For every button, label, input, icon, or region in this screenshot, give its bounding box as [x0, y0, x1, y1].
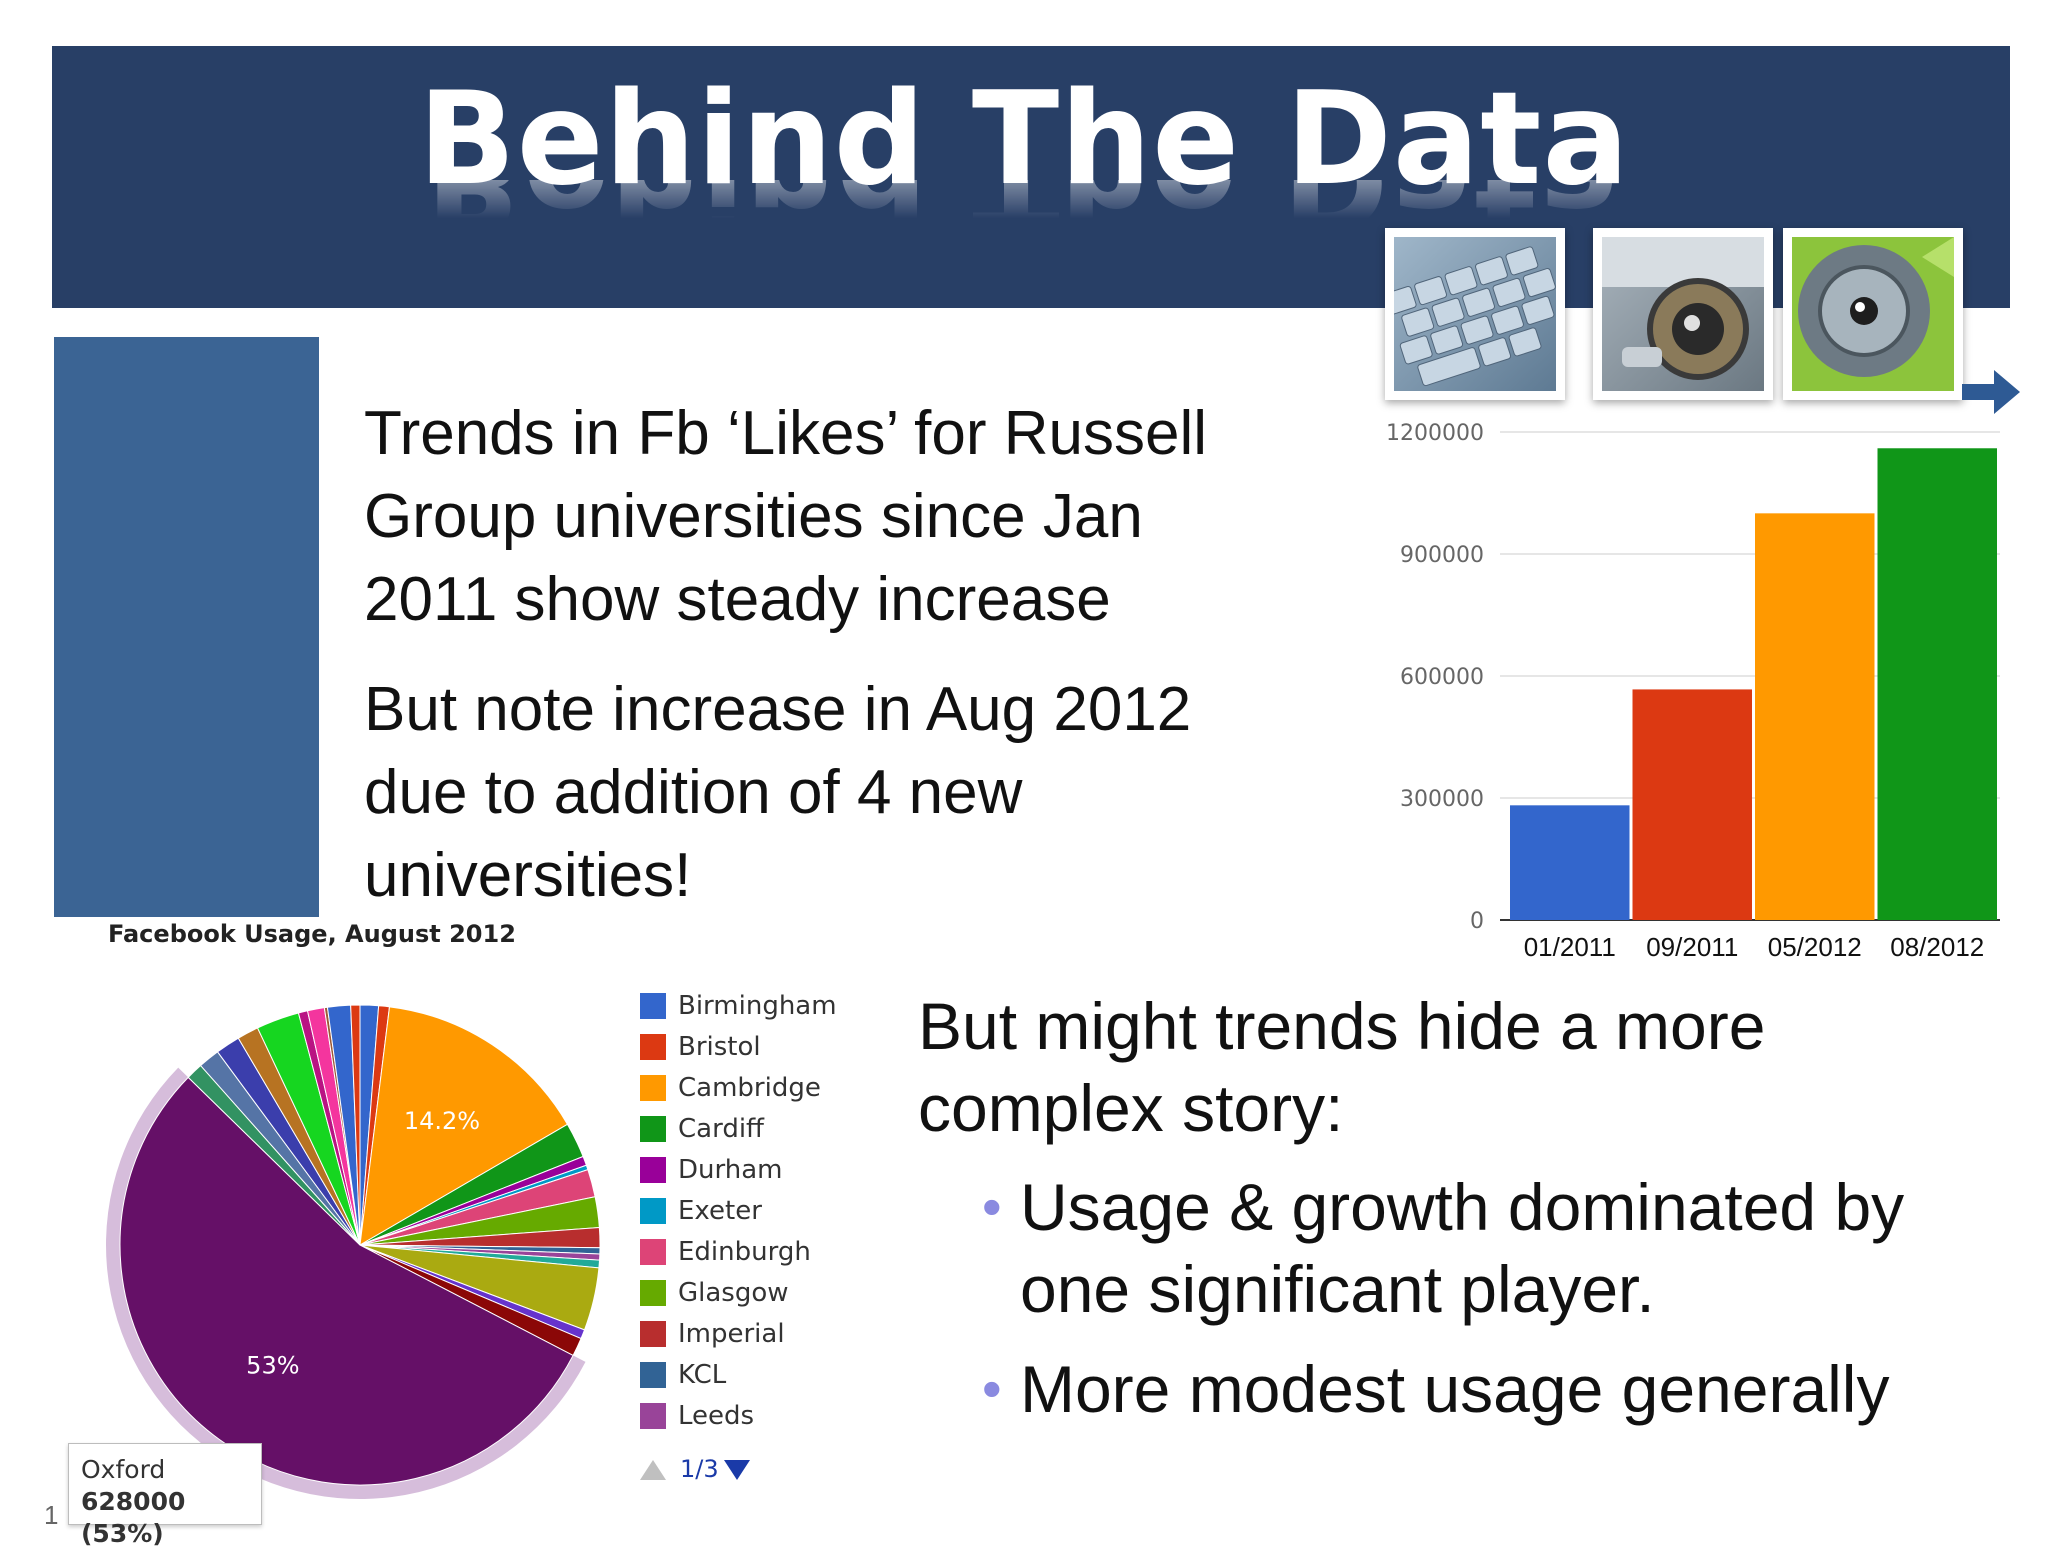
x-tick-label: 01/2011 [1524, 932, 1616, 962]
y-tick-label: 0 [1470, 909, 1484, 934]
legend-label: Imperial [678, 1319, 785, 1349]
legend-page-indicator: 1/3 [680, 1455, 719, 1483]
legend-swatch [640, 1116, 666, 1142]
tooltip-value: 628000 (53%) [81, 1487, 186, 1548]
bullet-dot-icon: • [982, 1357, 1002, 1420]
y-tick-label: 300000 [1400, 787, 1484, 812]
legend-swatch [640, 1403, 666, 1429]
legend-swatch [640, 1157, 666, 1183]
legend-label: Leeds [678, 1401, 755, 1431]
legend-swatch [640, 1362, 666, 1388]
legend-swatch [640, 1034, 666, 1060]
legend-label: Cambridge [678, 1073, 821, 1103]
y-tick-label: 600000 [1400, 665, 1484, 690]
side-accent-bar [54, 337, 319, 917]
disc-icon [1792, 237, 1954, 391]
bullet-dot-icon: • [982, 1175, 1002, 1238]
legend-label: Exeter [678, 1196, 762, 1226]
title-block: Behind The Data Behind The Data [0, 70, 2048, 255]
camera-photo [1593, 228, 1773, 400]
x-tick-label: 08/2012 [1890, 932, 1984, 962]
legend-prev-icon[interactable] [640, 1460, 666, 1480]
legend-swatch [640, 993, 666, 1019]
keyboard-icon [1394, 237, 1556, 391]
legend-label: Birmingham [678, 991, 837, 1021]
legend-label: KCL [678, 1360, 727, 1390]
oxford-tooltip: Oxford 628000 (53%) [68, 1443, 262, 1548]
legend-swatch [640, 1239, 666, 1265]
x-tick-label: 05/2012 [1768, 932, 1862, 962]
x-tick-label: 09/2011 [1646, 932, 1738, 962]
bullet-text: Usage & growth dominated by one signific… [1020, 1170, 1905, 1326]
pie-slice[interactable] [350, 1004, 361, 1246]
trend-paragraph: Trends in Fb ‘Likes’ for Russell Group u… [364, 399, 1208, 634]
slice-percent-label: 53% [246, 1352, 299, 1380]
pie-slice[interactable] [119, 1076, 574, 1486]
legend-label: Durham [678, 1155, 783, 1185]
y-tick-label: 1200000 [1386, 421, 1484, 446]
story-heading: But might trends hide a more complex sto… [918, 989, 1766, 1145]
arrow-right-icon [1962, 370, 2020, 414]
y-tick-label: 900000 [1400, 543, 1484, 568]
pie-chart-title: Facebook Usage, August 2012 [108, 920, 516, 948]
legend-label: Glasgow [678, 1278, 789, 1308]
tooltip-label: Oxford [81, 1455, 166, 1484]
bar [1632, 689, 1752, 920]
bullet-text: More modest usage generally [1020, 1352, 1890, 1426]
legend-label: Bristol [678, 1032, 761, 1062]
legend-swatch [640, 1198, 666, 1224]
bar [1877, 448, 1997, 920]
legend-swatch [640, 1075, 666, 1101]
camera-icon [1602, 237, 1764, 391]
slide-title: Behind The Data [418, 65, 1630, 214]
keyboard-photo [1385, 228, 1565, 400]
slice-percent-label: 14.2% [404, 1107, 480, 1135]
facebook-usage-pie-chart: 14.2% 53% [105, 1004, 601, 1499]
legend-label: Edinburgh [678, 1237, 811, 1267]
bar [1755, 513, 1875, 920]
legend-swatch [640, 1321, 666, 1347]
legend-swatch [640, 1280, 666, 1306]
slide-number: 1 [44, 1500, 59, 1530]
bar [1510, 805, 1630, 920]
legend-next-icon[interactable] [724, 1460, 750, 1480]
note-paragraph: But note increase in Aug 2012 due to add… [364, 675, 1192, 910]
legend-label: Cardiff [678, 1114, 764, 1144]
pie-slice[interactable] [359, 1006, 569, 1246]
likes-bar-chart: 0 300000 600000 900000 1200000 01/2011 09/2011… [1386, 421, 2000, 962]
disc-photo [1783, 228, 1963, 400]
